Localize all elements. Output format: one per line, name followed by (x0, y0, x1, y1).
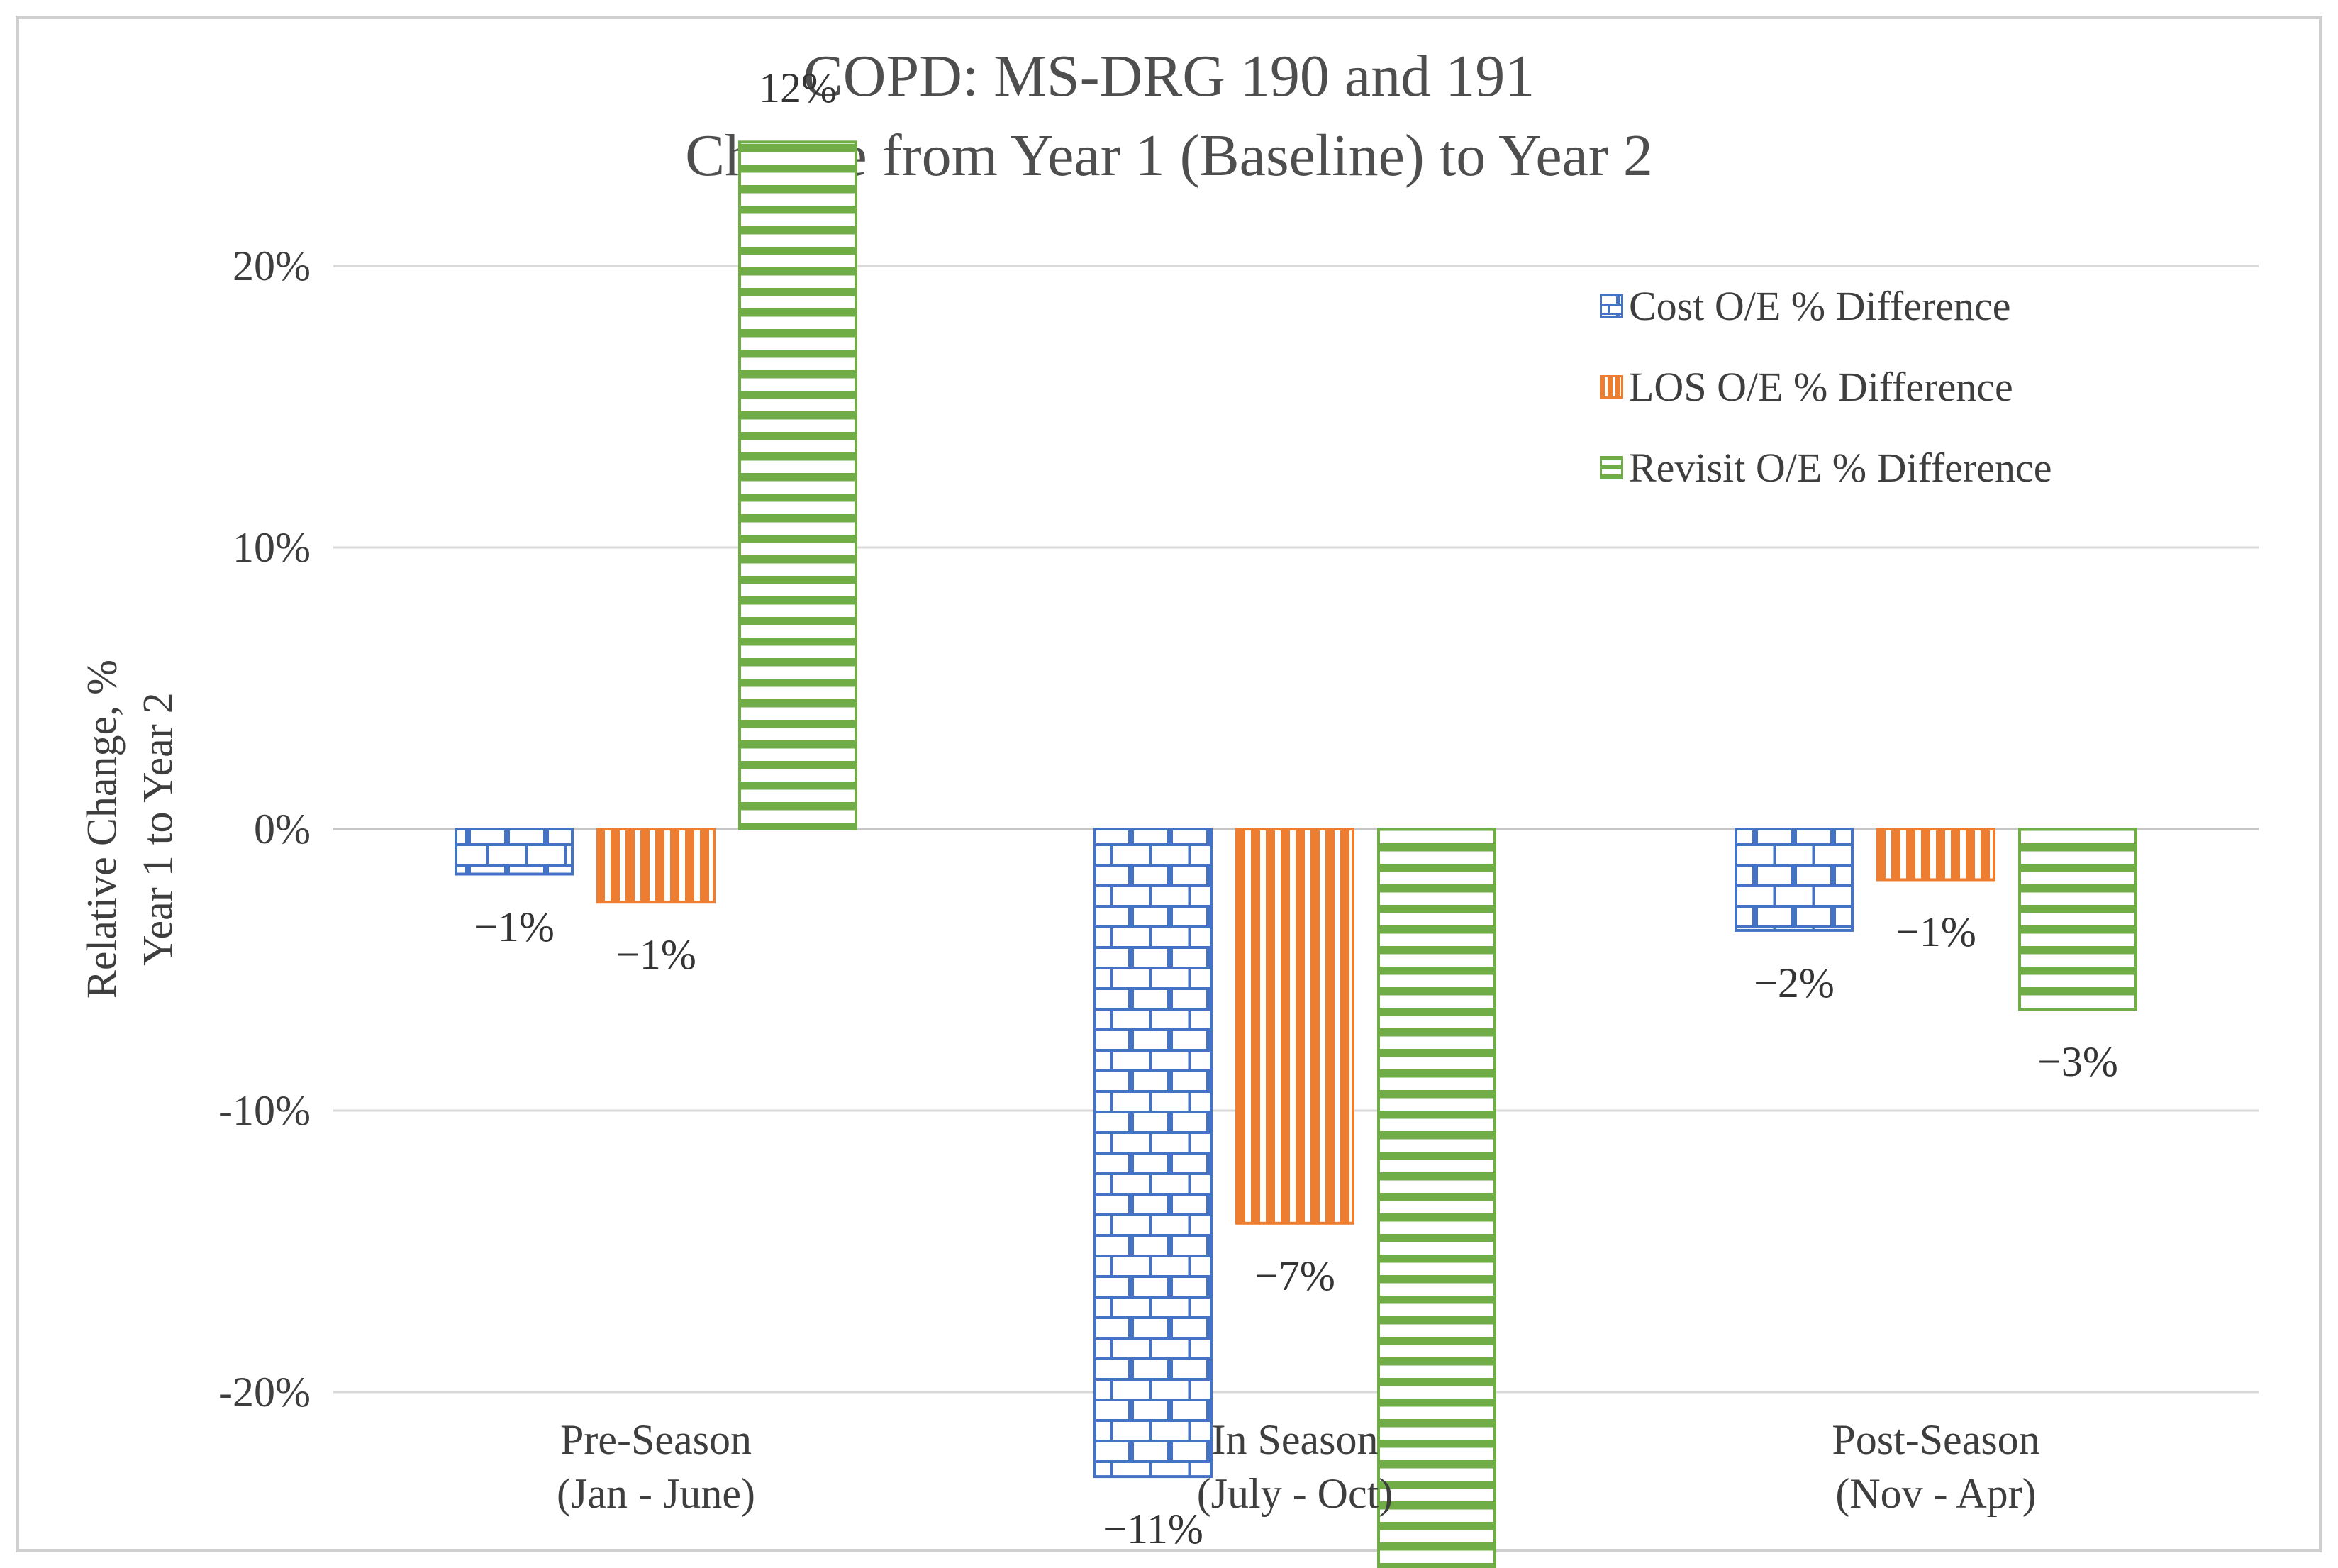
legend-label: LOS O/E % Difference (1629, 363, 2013, 410)
bar-horizontal-stripes-cat1 (1377, 828, 1496, 1568)
bar-value-label: −2% (1754, 959, 1835, 1006)
y-tick-label: -20% (218, 1369, 311, 1416)
y-tick-label: 10% (233, 524, 311, 571)
legend-item: LOS O/E % Difference (1600, 362, 2052, 411)
bar-vertical-stripes-cat2 (1876, 828, 1995, 882)
legend-label: Cost O/E % Difference (1629, 282, 2011, 329)
legend: Cost O/E % Difference LOS O/E % Differenc… (1600, 281, 2052, 523)
category-label-line1: Pre-Season (560, 1416, 752, 1463)
legend-swatch-vertical-stripes-icon (1600, 374, 1623, 399)
legend-item: Revisit O/E % Difference (1600, 443, 2052, 492)
legend-label: Revisit O/E % Difference (1629, 444, 2052, 491)
bars (455, 140, 2137, 1568)
category-label-line1: Post-Season (1832, 1416, 2040, 1463)
category-label: Pre-Season (Jan - June) (557, 1413, 755, 1520)
bar-value-label: −7% (1254, 1252, 1335, 1299)
bar-brick-cat1 (1093, 828, 1213, 1479)
bar-horizontal-stripes-cat0 (738, 140, 857, 830)
bar-value-label: −3% (2037, 1038, 2118, 1086)
category-label-line1: In Season (1211, 1416, 1379, 1463)
y-tick-label: -10% (218, 1087, 311, 1134)
legend-swatch-brick-icon (1600, 294, 1623, 318)
bar-brick-cat2 (1735, 828, 1854, 932)
bar-value-label: −1% (474, 903, 555, 950)
bar-value-label: −11% (1103, 1506, 1203, 1553)
chart-title-line1: COPD: MS-DRG 190 and 191 (803, 43, 1535, 109)
bar-value-label: −1% (1896, 908, 1976, 956)
category-label: Post-Season (Nov - Apr) (1832, 1413, 2039, 1520)
y-tick-label: 0% (254, 806, 311, 852)
y-tick-label: 20% (233, 243, 311, 289)
legend-swatch-horizontal-stripes-icon (1600, 455, 1623, 479)
bar-horizontal-stripes-cat2 (2018, 828, 2137, 1011)
legend-item: Cost O/E % Difference (1600, 281, 2052, 330)
category-label-line2: (July - Oct) (1196, 1470, 1393, 1517)
bar-vertical-stripes-cat1 (1235, 828, 1354, 1225)
category-label-line2: (Nov - Apr) (1835, 1470, 2037, 1517)
bar-vertical-stripes-cat0 (596, 828, 716, 904)
bar-value-label: 12% (759, 65, 837, 112)
category-label-line2: (Jan - June) (557, 1470, 755, 1517)
category-label: In Season (July - Oct) (1197, 1413, 1393, 1520)
bar-value-label: −1% (616, 931, 696, 979)
bar-brick-cat0 (455, 828, 574, 876)
